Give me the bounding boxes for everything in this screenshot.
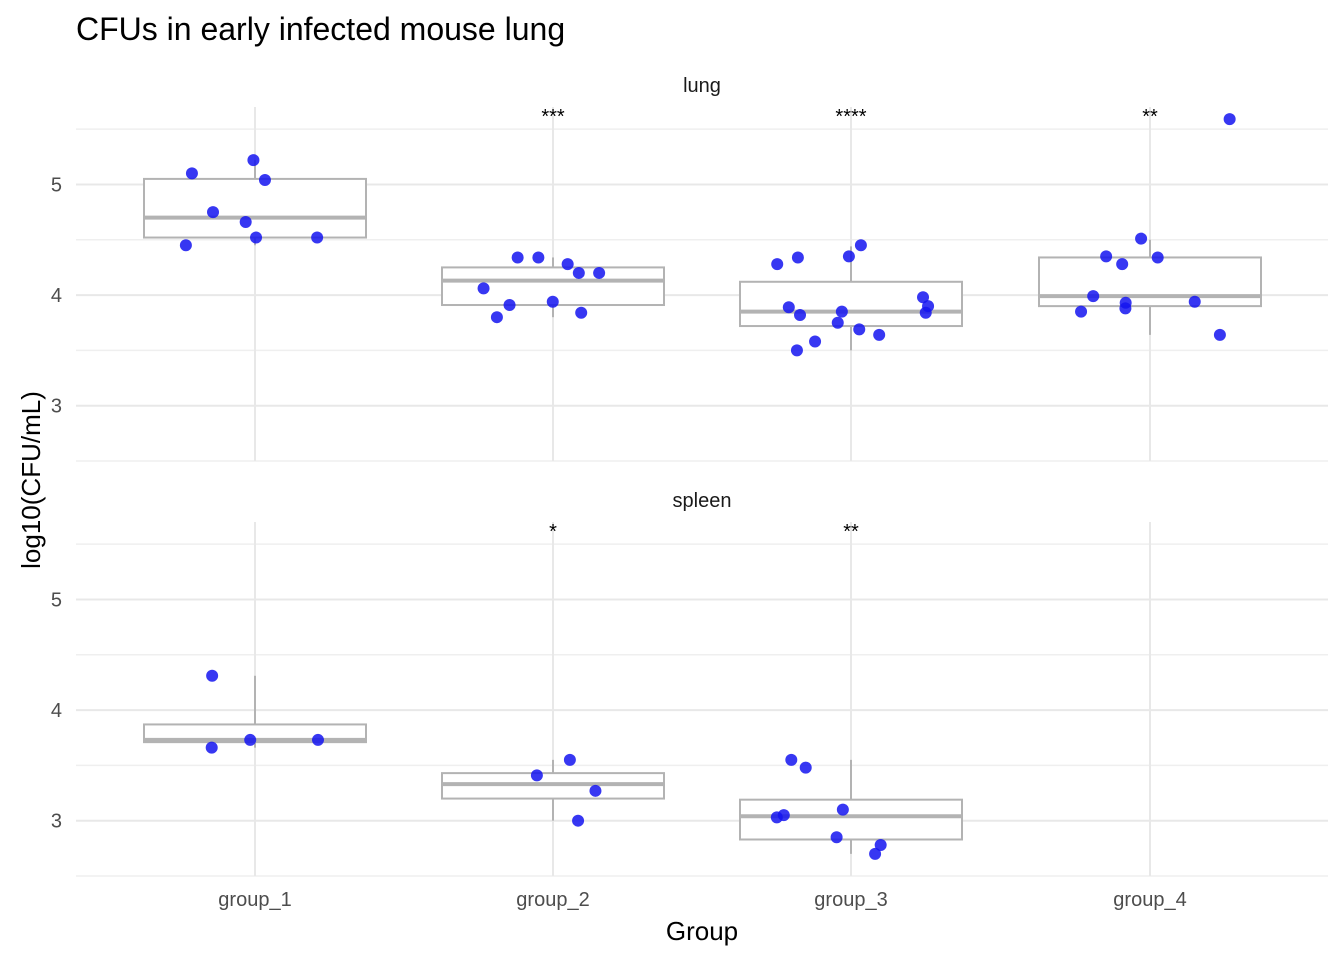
data-point [785, 753, 798, 766]
y-tick-label: 3 [51, 396, 62, 418]
data-point [1100, 250, 1113, 263]
data-point [836, 803, 849, 816]
data-point [799, 761, 812, 774]
data-point [1151, 251, 1164, 264]
data-point [809, 335, 822, 348]
x-tick-label-group_2: group_2 [516, 889, 589, 911]
data-point [561, 258, 574, 271]
y-tick-label: 5 [51, 589, 62, 611]
y-tick-label: 3 [51, 811, 62, 833]
data-point [790, 344, 803, 357]
data-point [854, 239, 867, 252]
data-point [258, 174, 271, 187]
x-axis-title: Group [666, 916, 738, 946]
data-point [179, 239, 192, 252]
data-point [311, 231, 324, 244]
data-point [477, 282, 490, 295]
y-tick-label: 4 [51, 285, 62, 307]
significance-label: * [549, 521, 557, 543]
data-point [1213, 328, 1226, 341]
data-point [206, 669, 219, 682]
data-point [1188, 295, 1201, 308]
group-group_1 [143, 669, 367, 754]
data-point [530, 769, 543, 782]
x-tick-label-group_1: group_1 [218, 889, 291, 911]
significance-label: ** [843, 521, 859, 543]
significance-label: *** [541, 106, 565, 128]
data-point [771, 258, 784, 271]
data-point [250, 231, 263, 244]
data-point [917, 291, 930, 304]
group-group_3: **** [739, 106, 963, 357]
data-point [770, 811, 783, 824]
data-point [1135, 232, 1148, 245]
data-point [207, 206, 220, 219]
data-point [873, 328, 886, 341]
data-point [791, 251, 804, 264]
group-group_1 [143, 154, 367, 252]
data-point [782, 301, 795, 314]
data-point [490, 311, 503, 324]
data-point [311, 733, 324, 746]
group-group_2: * [441, 521, 665, 827]
data-point [532, 251, 545, 264]
data-point [185, 167, 198, 180]
data-point [831, 316, 844, 329]
data-point [830, 831, 843, 844]
data-point [794, 308, 807, 321]
data-point [511, 251, 524, 264]
data-point [572, 266, 585, 279]
significance-label: ** [1142, 106, 1158, 128]
data-point [1116, 258, 1129, 271]
data-point [244, 733, 257, 746]
data-point [593, 266, 606, 279]
strip-label-spleen: spleen [673, 490, 732, 512]
data-point [835, 305, 848, 318]
data-point [205, 741, 218, 754]
group-group_2: *** [441, 106, 665, 324]
data-point [572, 814, 585, 827]
data-point [247, 154, 260, 167]
significance-label: **** [835, 106, 866, 128]
group-group_4: ** [1038, 106, 1262, 341]
data-point [1087, 290, 1100, 303]
data-point [575, 306, 588, 319]
strip-label-lung: lung [683, 75, 721, 97]
chart-title: CFUs in early infected mouse lung [76, 11, 565, 47]
y-tick-label: 5 [51, 174, 62, 196]
data-point [853, 323, 866, 336]
data-point [589, 784, 602, 797]
data-point [1075, 305, 1088, 318]
data-point [842, 250, 855, 263]
x-tick-label-group_4: group_4 [1113, 889, 1186, 911]
y-tick-label: 4 [51, 700, 62, 722]
data-point [503, 299, 516, 312]
box [1038, 256, 1262, 308]
group-group_3: ** [739, 521, 963, 860]
data-point [919, 306, 932, 319]
data-point [1223, 113, 1236, 126]
data-point [869, 847, 882, 860]
box [143, 177, 367, 239]
data-point [1119, 302, 1132, 315]
data-point [239, 216, 252, 229]
x-tick-label-group_3: group_3 [814, 889, 887, 911]
data-point [546, 295, 559, 308]
data-point [563, 753, 576, 766]
data-point [874, 839, 887, 852]
y-axis-title: log10(CFU/mL) [16, 391, 46, 569]
